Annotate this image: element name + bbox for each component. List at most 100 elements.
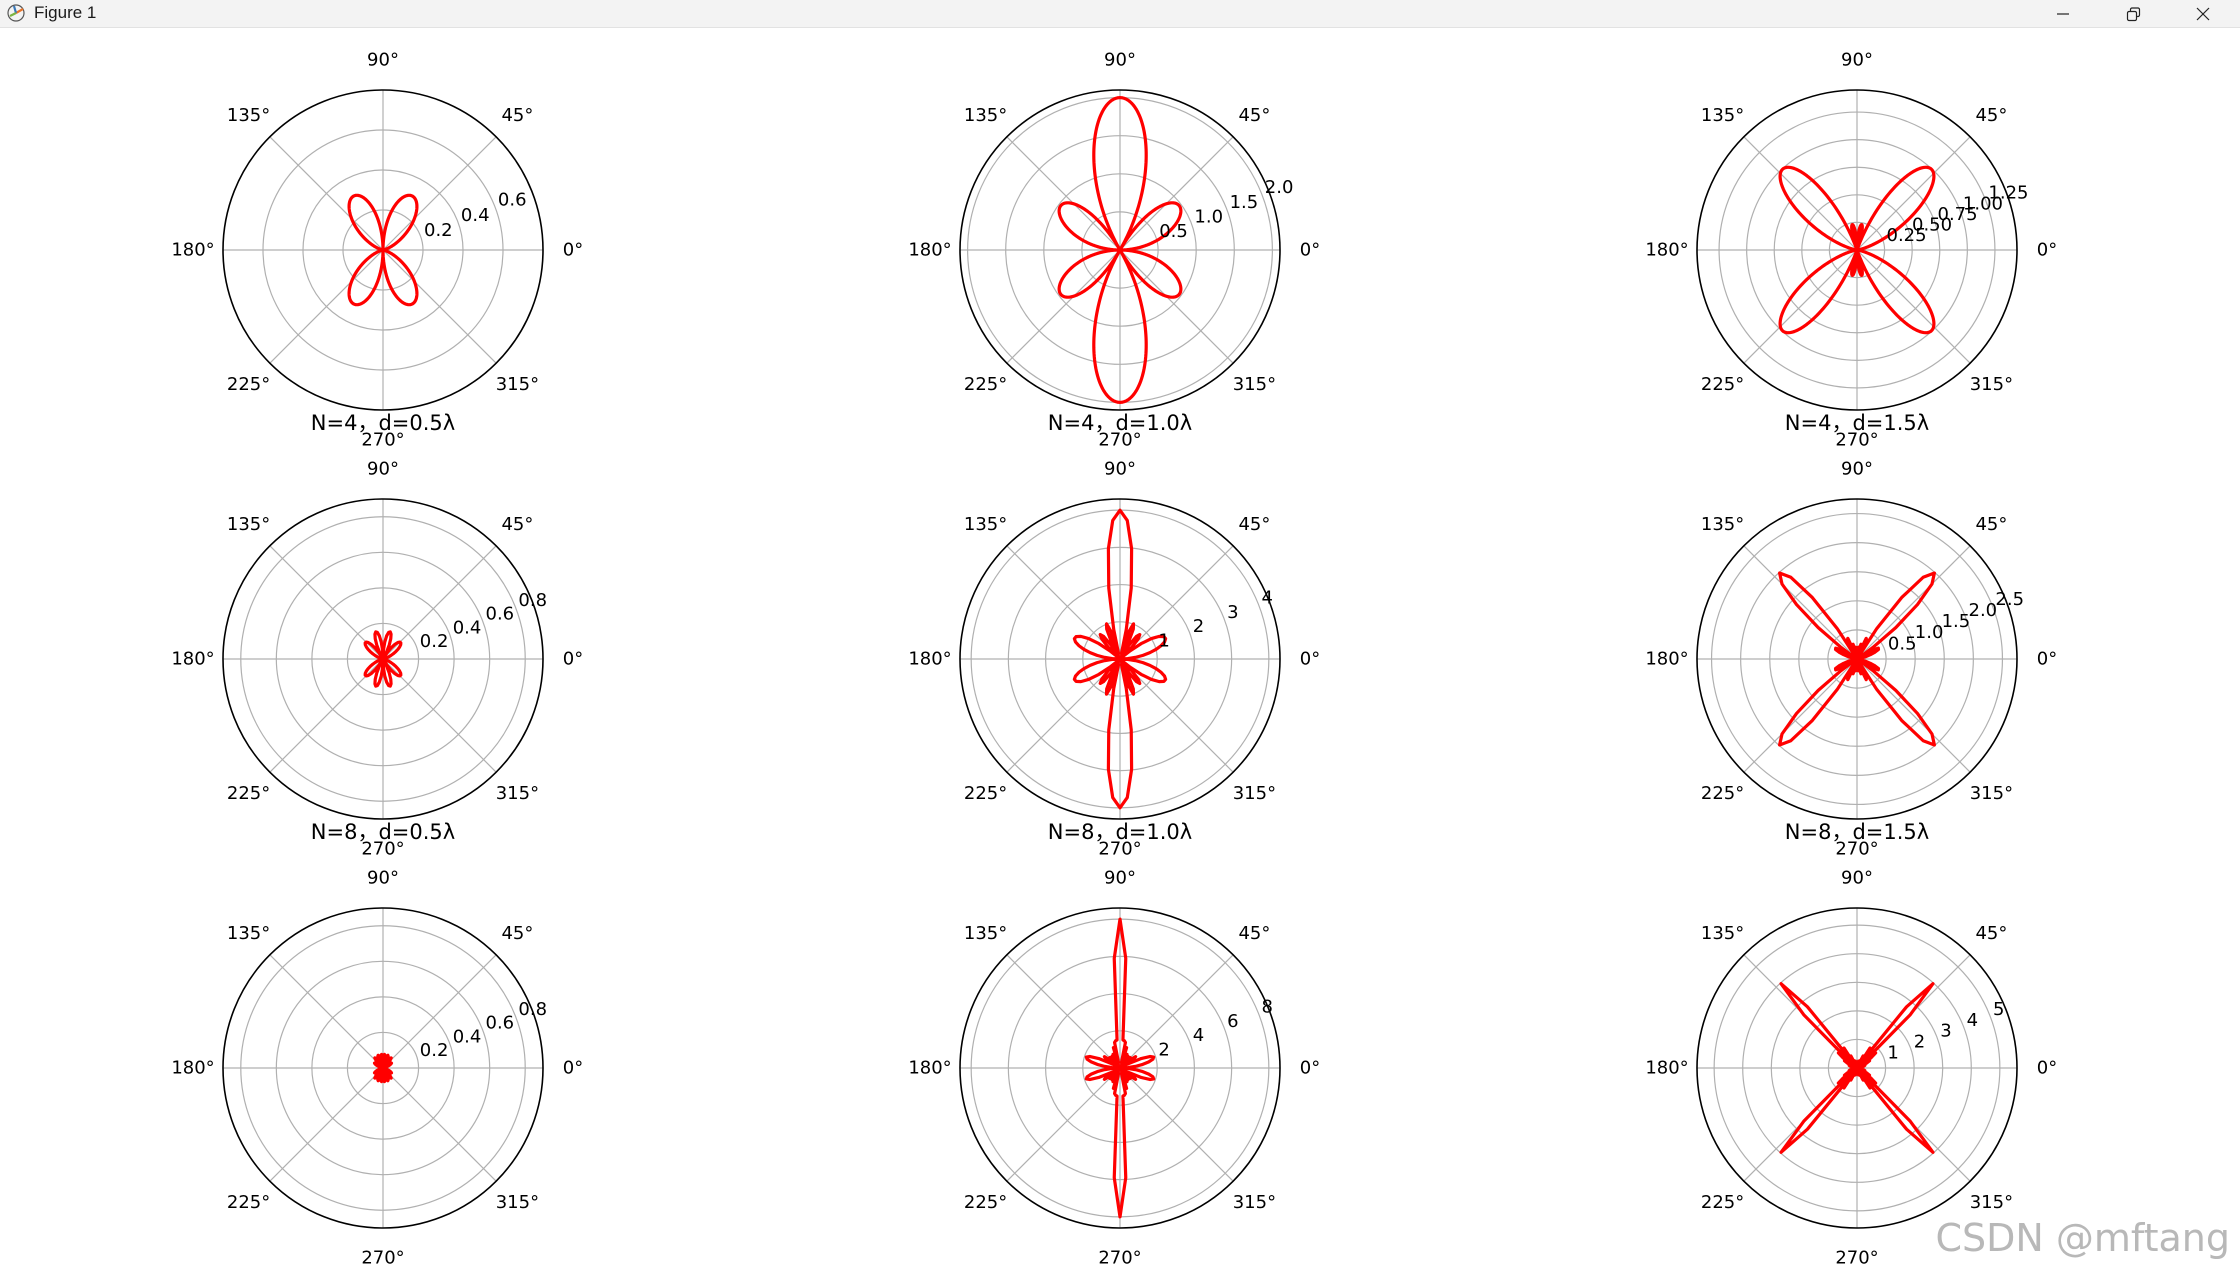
theta-grid-line (1006, 249, 1121, 364)
r-tick-label: 1.0 (1194, 206, 1223, 227)
theta-tick-label: 135° (964, 514, 1007, 535)
theta-tick-label: 0° (563, 240, 583, 261)
theta-tick-label: 225° (1701, 374, 1744, 395)
theta-tick-label: 180° (908, 1058, 951, 1079)
theta-tick-label: 90° (367, 868, 399, 889)
r-tick-label: 3 (1940, 1021, 1951, 1042)
theta-tick-label: 225° (964, 1192, 1007, 1213)
theta-grid-line (269, 658, 384, 773)
theta-tick-label: 225° (1701, 783, 1744, 804)
subplot-title: N=8，d=1.5λ (1785, 820, 1929, 844)
r-tick-label: 4 (1967, 1010, 1978, 1031)
pattern-series-line (372, 1052, 394, 1084)
theta-tick-label: 45° (1975, 923, 2007, 944)
theta-tick-label: 90° (1841, 868, 1873, 889)
theta-grid-line (382, 1067, 497, 1182)
r-tick-label: 2.0 (1265, 177, 1294, 198)
theta-tick-label: 180° (171, 649, 214, 670)
theta-grid-line (1006, 136, 1121, 251)
r-tick-label: 8 (1262, 997, 1273, 1018)
theta-grid-line (382, 954, 497, 1069)
theta-tick-label: 270° (1835, 430, 1878, 451)
theta-tick-label: 180° (171, 1058, 214, 1079)
theta-tick-label: 270° (361, 839, 404, 860)
theta-grid-line (382, 136, 497, 251)
polar-subplot-8: 0° 45° 90° 135° 180° 225° 270° 315° 2 4 6 8 N=8，d=1.… (908, 820, 1320, 1269)
r-tick-label: 1.25 (1988, 183, 2028, 204)
restore-button[interactable] (2098, 0, 2168, 27)
theta-grid-line (382, 545, 497, 660)
theta-tick-label: 45° (1975, 105, 2007, 126)
theta-tick-label: 225° (227, 783, 270, 804)
theta-grid-line (1119, 1067, 1234, 1182)
r-tick-label: 2 (1914, 1032, 1925, 1053)
polar-frame (222, 89, 544, 411)
polar-subplot-4: 0° 45° 90° 135° 180° 225° 270° 315° 0.20.40.60.8… (171, 411, 583, 860)
polar-subplot-6: 0° 45° 90° 135° 180° 225° 270° 315° 0.51.01.52.0… (1645, 411, 2057, 860)
r-tick-label: 2.0 (1969, 600, 1998, 621)
r-tick-label: 4 (1193, 1025, 1204, 1046)
r-tick-label: 1 (1887, 1043, 1898, 1064)
theta-tick-label: 0° (2037, 240, 2057, 261)
theta-tick-label: 225° (227, 1192, 270, 1213)
watermark: CSDN @mftang (1935, 1216, 2230, 1260)
pattern-series-line (363, 630, 403, 688)
theta-tick-label: 0° (2037, 649, 2057, 670)
theta-tick-label: 315° (1970, 783, 2013, 804)
theta-tick-label: 135° (964, 923, 1007, 944)
r-tick-label: 2 (1193, 616, 1204, 637)
r-tick-label: 0.5 (1159, 221, 1188, 242)
pattern-series-line (1777, 571, 1937, 747)
theta-grid-line (269, 545, 384, 660)
r-tick-label: 1.00 (1963, 193, 2003, 214)
window-title: Figure 1 (34, 3, 97, 22)
pattern-series-line (347, 193, 419, 307)
r-tick-label: 0.75 (1938, 204, 1978, 225)
theta-tick-label: 90° (1841, 50, 1873, 71)
polar-subplot-2: 0° 45° 90° 135° 180° 225° 270° 315° 0.5 1.0 1.5 2.0… (908, 50, 1320, 451)
theta-grid-line (1856, 249, 1971, 364)
theta-grid-line (382, 249, 497, 364)
theta-tick-label: 315° (1233, 374, 1276, 395)
theta-tick-label: 270° (361, 430, 404, 451)
theta-tick-label: 315° (1970, 374, 2013, 395)
theta-tick-label: 45° (501, 514, 533, 535)
theta-tick-label: 270° (361, 1248, 404, 1269)
theta-grid-line (1006, 954, 1121, 1069)
theta-tick-label: 45° (1238, 514, 1270, 535)
r-tick-label: 1 (1158, 630, 1169, 651)
theta-tick-label: 135° (227, 923, 270, 944)
theta-grid-line (269, 1067, 384, 1182)
theta-tick-label: 225° (1701, 1192, 1744, 1213)
r-tick-label: 0.8 (518, 590, 547, 611)
window-titlebar: Figure 1 (0, 0, 2240, 28)
polar-frame (959, 89, 1281, 411)
minimize-button[interactable] (2028, 0, 2098, 27)
close-button[interactable] (2168, 0, 2238, 27)
theta-tick-label: 45° (1238, 105, 1270, 126)
r-tick-label: 6 (1227, 1011, 1238, 1032)
theta-tick-label: 45° (1238, 923, 1270, 944)
r-tick-label: 1.5 (1942, 611, 1971, 632)
theta-grid-line (1119, 249, 1234, 364)
minimize-icon (2057, 13, 2069, 15)
polar-frame (1696, 498, 2018, 820)
theta-grid-line (382, 658, 497, 773)
theta-tick-label: 270° (1835, 1248, 1878, 1269)
subplot-title: N=4，d=0.5λ (311, 411, 455, 435)
theta-grid-line (1743, 545, 1858, 660)
theta-tick-label: 315° (496, 1192, 539, 1213)
theta-tick-label: 225° (964, 783, 1007, 804)
theta-tick-label: 135° (1701, 105, 1744, 126)
theta-tick-label: 0° (1300, 1058, 1320, 1079)
r-tick-label: 0.6 (486, 604, 515, 625)
theta-tick-label: 180° (1645, 649, 1688, 670)
theta-tick-label: 0° (563, 1058, 583, 1079)
theta-grid-line (1743, 658, 1858, 773)
theta-tick-label: 90° (1841, 459, 1873, 480)
theta-tick-label: 90° (367, 459, 399, 480)
r-tick-label: 0.6 (486, 1013, 515, 1034)
r-tick-label: 5 (1993, 999, 2004, 1020)
theta-grid-line (269, 136, 384, 251)
